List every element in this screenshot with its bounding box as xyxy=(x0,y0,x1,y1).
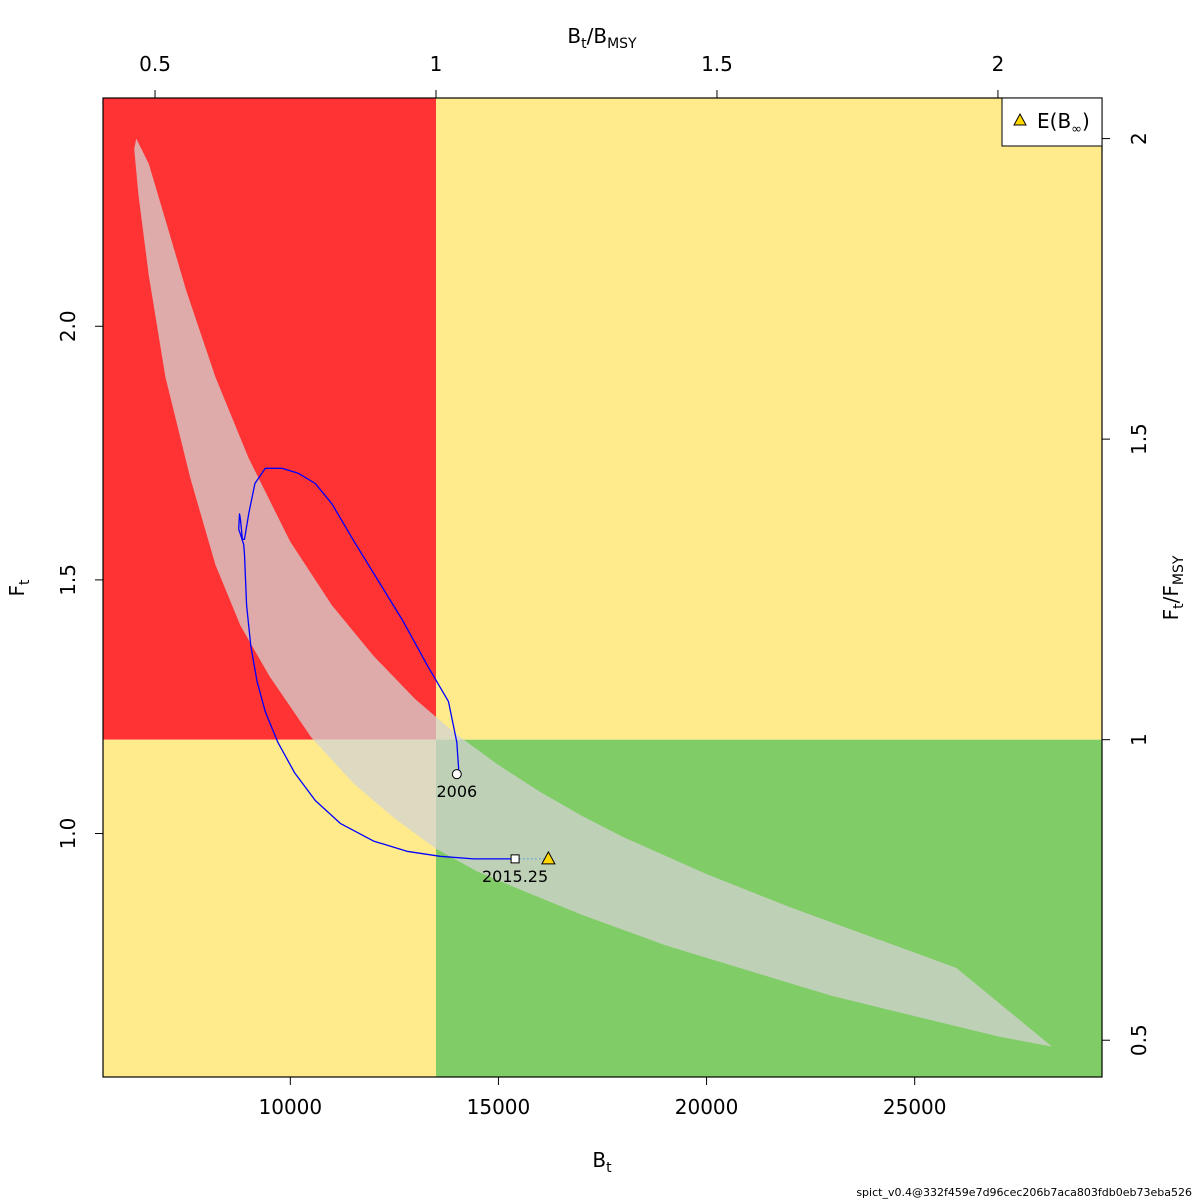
y2-tick-label: 1.5 xyxy=(1127,423,1151,455)
x2-tick-label: 0.5 xyxy=(139,52,171,76)
legend-triangle-icon xyxy=(1013,112,1027,126)
y2-tick-label: 1 xyxy=(1127,733,1151,746)
y-tick-label: 1.0 xyxy=(56,818,80,850)
legend-box xyxy=(1001,97,1103,147)
plot-frame xyxy=(102,97,1103,1078)
points-layer: 2006 2015.25 xyxy=(436,769,556,886)
x-tick-label: 25000 xyxy=(883,1095,947,1119)
y-tick-label: 2.0 xyxy=(56,310,80,342)
point-label-end: 2015.25 xyxy=(482,867,548,886)
top-axis-label: Bt/BMSY xyxy=(567,24,637,52)
x-axis-label: Bt xyxy=(592,1148,612,1176)
x2-tick-label: 2 xyxy=(992,52,1005,76)
x-tick-label: 20000 xyxy=(675,1095,739,1119)
x-tick-label: 10000 xyxy=(259,1095,323,1119)
y2-tick-label: 0.5 xyxy=(1127,1024,1151,1056)
y-tick-label: 1.5 xyxy=(56,564,80,596)
region-1 xyxy=(436,98,1102,740)
start-point xyxy=(451,769,462,780)
y-axis-label: Ft xyxy=(5,579,33,597)
legend: E(B∞) xyxy=(1001,97,1103,147)
confidence-region xyxy=(134,138,1052,1047)
trajectory-line xyxy=(238,467,516,860)
equilibrium-point xyxy=(541,850,556,865)
x2-tick-label: 1.5 xyxy=(701,52,733,76)
status-regions xyxy=(103,98,1102,1077)
axes: 10000 15000 20000 25000 1.0 1.5 2.0 0.5 1 1.5 2 0.5… xyxy=(56,52,1151,1119)
trajectory-layer xyxy=(238,467,516,860)
end-point xyxy=(510,854,520,864)
footer-credit: spict_v0.4@332f459e7d96cec206b7aca803fdb… xyxy=(856,1186,1192,1199)
y2-tick-label: 2 xyxy=(1127,132,1151,145)
right-axis-label: Ft/FMSY xyxy=(1159,555,1187,620)
x2-tick-label: 1 xyxy=(430,52,443,76)
confidence-region-layer xyxy=(134,138,1052,1047)
point-label-start: 2006 xyxy=(436,782,477,801)
legend-label: E(B∞) xyxy=(1037,109,1090,137)
x-tick-label: 15000 xyxy=(467,1095,531,1119)
